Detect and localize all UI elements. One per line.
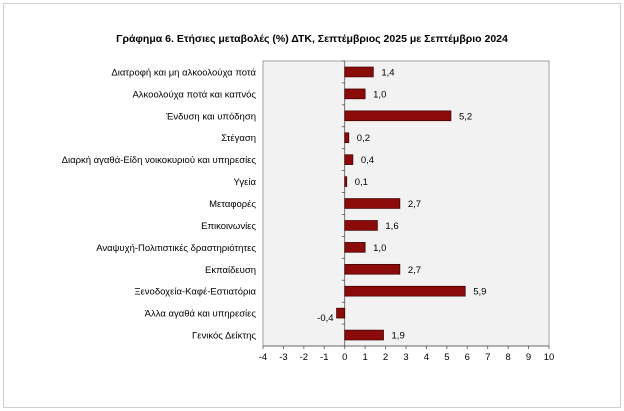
x-tick-label: 1 xyxy=(362,352,367,363)
category-label: Αλκοολούχα ποτά και καπνός xyxy=(132,89,256,100)
x-tick-label: 10 xyxy=(544,352,555,363)
bar xyxy=(344,176,348,187)
bar xyxy=(344,285,466,297)
data-label: 1,0 xyxy=(373,89,386,100)
category-label: Υγεία xyxy=(234,177,257,188)
data-label: 5,2 xyxy=(459,111,472,122)
bar xyxy=(344,329,384,341)
bar xyxy=(336,307,346,319)
bar xyxy=(344,66,374,78)
x-tick-label: -2 xyxy=(300,352,308,363)
category-label: Αναψυχή-Πολιτιστικές δραστηριότητες xyxy=(96,243,256,254)
data-label: 2,7 xyxy=(408,265,421,276)
bar xyxy=(344,110,452,122)
x-tick-label: 5 xyxy=(444,352,449,363)
bar xyxy=(344,154,354,165)
x-tick-label: 0 xyxy=(342,352,347,363)
x-tick-label: -3 xyxy=(279,352,287,363)
x-tick-label: 4 xyxy=(424,352,429,363)
data-label: 1,6 xyxy=(385,221,398,232)
bar xyxy=(344,263,401,275)
x-tick-label: 2 xyxy=(383,352,388,363)
category-label: Επικοινωνίες xyxy=(201,221,256,232)
x-tick-label: 6 xyxy=(465,352,470,363)
category-label: Στέγαση xyxy=(221,133,256,144)
x-tick-label: 7 xyxy=(485,352,490,363)
category-label: Διαρκή αγαθά-Είδη νοικοκυριού και υπηρεσ… xyxy=(62,155,257,166)
category-label: Ξενοδοχεία-Καφέ-Εστιατόρια xyxy=(134,287,256,298)
bar xyxy=(344,242,366,253)
bar xyxy=(344,220,378,231)
category-label: Ένδυση και υπόδηση xyxy=(165,111,256,122)
category-label: Γενικός Δείκτης xyxy=(192,331,256,342)
x-tick-label: -1 xyxy=(320,352,328,363)
x-tick-label: -4 xyxy=(259,352,267,363)
chart-title: Γράφημα 6. Ετήσιες μεταβολές (%) ΔΤΚ, Σε… xyxy=(116,33,508,45)
data-label: 0,1 xyxy=(355,177,368,188)
data-label: -0,4 xyxy=(317,313,333,324)
data-label: 0,4 xyxy=(361,155,374,166)
plot-area xyxy=(262,60,550,347)
data-label: 1,9 xyxy=(392,331,405,342)
category-label: Διατροφή και μη αλκοολούχα ποτά xyxy=(111,67,256,78)
data-label: 1,0 xyxy=(373,243,386,254)
category-label: Εκπαίδευση xyxy=(205,265,256,276)
data-label: 5,9 xyxy=(473,287,486,298)
bar xyxy=(344,198,401,209)
category-label: Μεταφορές xyxy=(209,199,256,210)
data-label: 0,2 xyxy=(357,133,370,144)
bar xyxy=(344,88,366,100)
chart-frame xyxy=(3,3,621,408)
bar xyxy=(344,132,350,144)
x-tick-label: 8 xyxy=(505,352,510,363)
data-label: 1,4 xyxy=(381,67,394,78)
data-label: 2,7 xyxy=(408,199,421,210)
category-label: Άλλα αγαθά και υπηρεσίες xyxy=(145,309,257,320)
x-tick-label: 9 xyxy=(526,352,531,363)
x-tick-label: 3 xyxy=(403,352,408,363)
